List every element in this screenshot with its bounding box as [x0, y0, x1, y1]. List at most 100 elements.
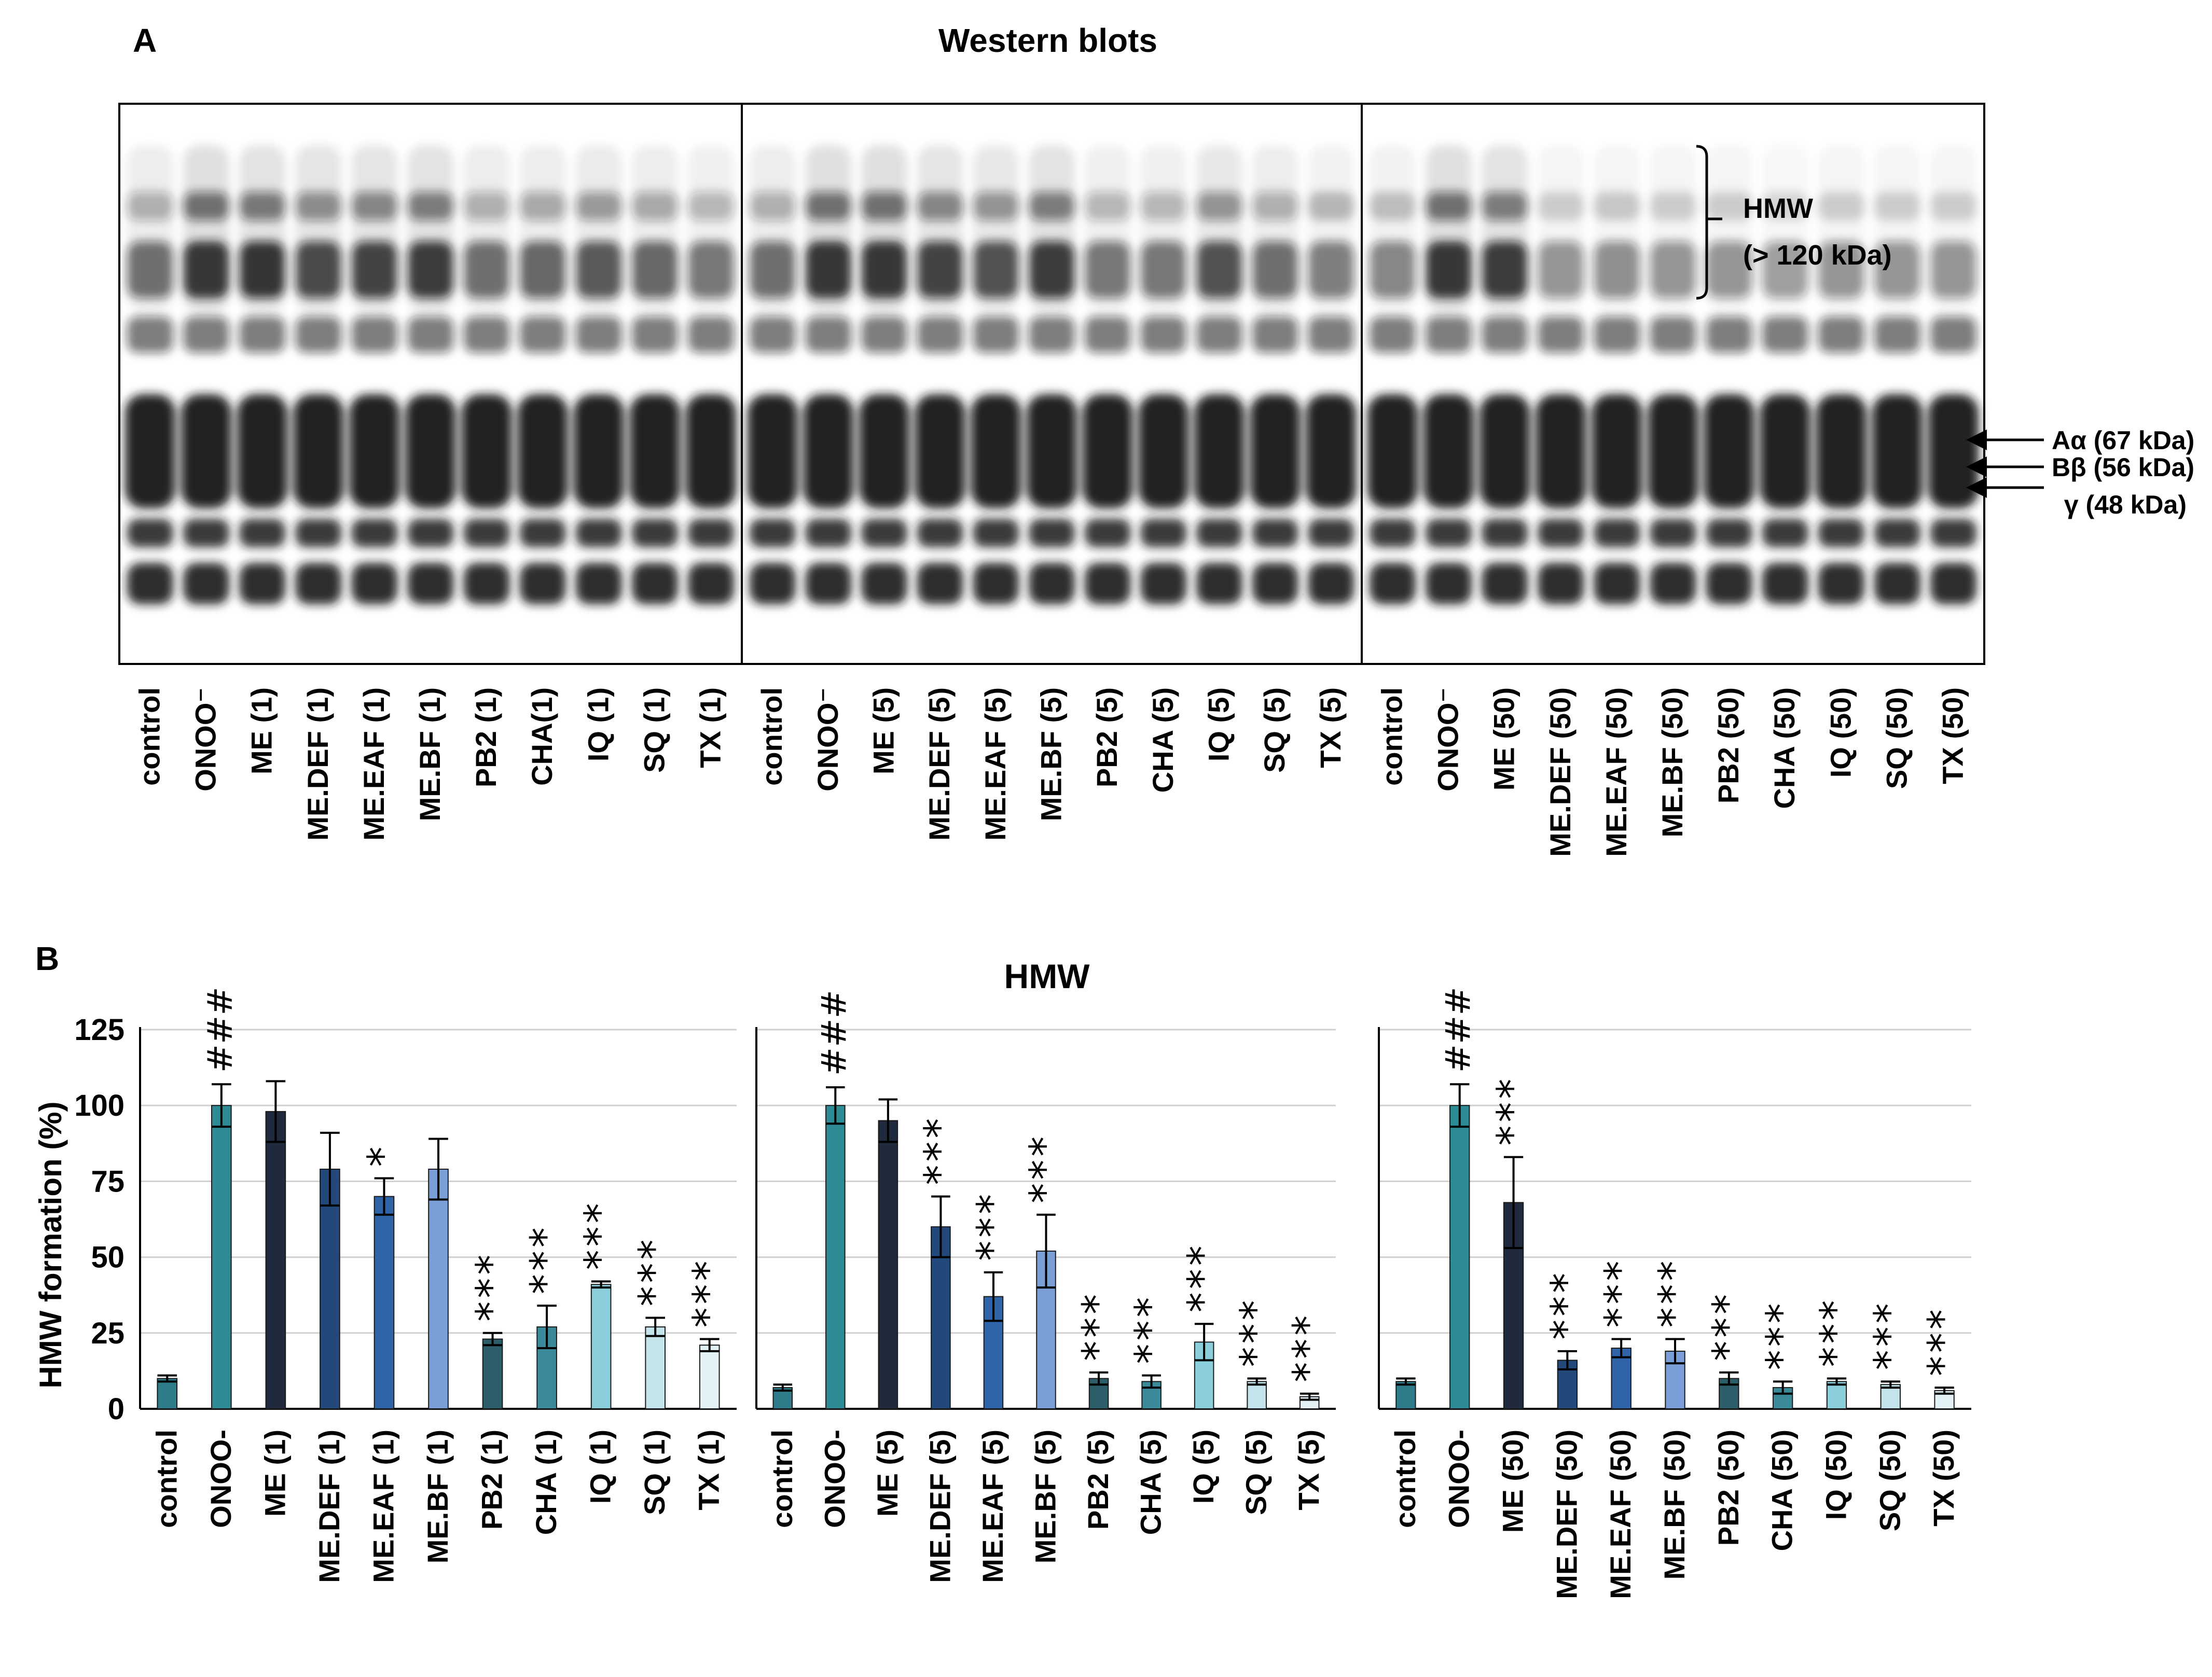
- blot-lane-label: TX (5): [1314, 687, 1347, 768]
- blot-band-gamma: [463, 563, 510, 604]
- blot-band-gamma: [973, 563, 1019, 604]
- significance-annotation: ***: [1597, 1257, 1643, 1327]
- blot-band-beta: [861, 519, 907, 547]
- significance-annotation: ***: [1074, 1291, 1121, 1361]
- x-tick-label: PB2 (5): [1082, 1430, 1114, 1530]
- blot-band-hmw: [239, 241, 285, 298]
- significance-annotation: ***: [1651, 1257, 1697, 1327]
- blot-band-alpha: [803, 394, 854, 508]
- blot-band-mid: [750, 316, 796, 353]
- blot-lane-label: ME.EAF (50): [1600, 687, 1633, 857]
- blot-band-mid: [463, 316, 510, 353]
- significance-annotation: ***: [1180, 1242, 1226, 1312]
- blot-band-gamma: [1762, 563, 1808, 604]
- hmw-chart-3: control ### ONOO- *** ME (50) *** ME.DEF (50) *…: [1378, 987, 1971, 1599]
- blot-band-hmw: [1370, 241, 1416, 298]
- blot-band-hmw-upper: [295, 192, 342, 220]
- blot-band-hmw-upper: [973, 192, 1019, 220]
- gamma-band-label: γ (48 kDa): [2064, 490, 2187, 519]
- blot-lane-label: control: [1375, 687, 1408, 786]
- x-tick-label: SQ (1): [638, 1430, 671, 1515]
- blot-lane-label: PB2 (5): [1090, 687, 1123, 787]
- blot-band-mid: [1482, 316, 1528, 353]
- blot-band-beta: [1818, 519, 1864, 547]
- blot-band-hmw: [1140, 241, 1186, 298]
- blot-band-gamma: [1482, 563, 1528, 604]
- x-tick-label: CHA (5): [1135, 1430, 1167, 1535]
- blot-band-beta: [407, 519, 454, 547]
- blot-bands-2: [748, 145, 1356, 604]
- blot-band-alpha: [517, 394, 568, 508]
- blot-band-hmw-upper: [1085, 192, 1131, 220]
- significance-annotation: ***: [1705, 1291, 1751, 1361]
- blot-lane-label: IQ (50): [1824, 687, 1857, 778]
- significance-annotation: ***: [1759, 1300, 1805, 1370]
- blot-band-beta: [688, 519, 734, 547]
- blot-lane-labels: control ONOO⁻ ME (1) ME.DEF (1) ME.EAF (1) ME…: [133, 687, 1969, 857]
- x-tick-label: IQ (5): [1187, 1430, 1220, 1504]
- blot-bands-3: [1367, 145, 1979, 604]
- y-tick-label: 25: [91, 1316, 125, 1350]
- blot-band-alpha: [1083, 394, 1133, 508]
- blot-lane-label: ME (5): [867, 687, 900, 774]
- blot-band-beta: [1308, 519, 1354, 547]
- blot-lane-label: IQ (1): [582, 687, 614, 761]
- blot-band-mid: [917, 316, 963, 353]
- blot-band-alpha: [686, 394, 736, 508]
- blot-band-beta: [183, 519, 229, 547]
- blot-band-beta: [750, 519, 796, 547]
- blot-band-mid: [407, 316, 454, 353]
- blot-band-gamma: [1085, 563, 1131, 604]
- blot-band-hmw: [1594, 241, 1640, 298]
- panel-b-title: HMW: [1004, 957, 1090, 995]
- x-tick-label: control: [766, 1430, 798, 1528]
- x-tick-label: CHA (1): [530, 1430, 562, 1535]
- blot-band-hmw: [1818, 241, 1864, 298]
- blot-band-gamma: [1930, 563, 1976, 604]
- panel-b-label: B: [35, 940, 59, 977]
- blot-band-hmw: [1650, 241, 1696, 298]
- blot-band-beta: [1370, 519, 1416, 547]
- blot-band-alpha: [630, 394, 680, 508]
- blot-band-alpha: [405, 394, 456, 508]
- x-tick-label: ONOO-: [818, 1430, 851, 1528]
- hmw-range-label: (> 120 kDa): [1743, 240, 1892, 271]
- blot-lane-label: ME.DEF (1): [301, 687, 334, 841]
- blot-lane-label: CHA (5): [1146, 687, 1179, 793]
- blot-band-mid: [519, 316, 566, 353]
- blot-band-hmw: [463, 241, 510, 298]
- blot-band-mid: [1818, 316, 1864, 353]
- significance-annotation: ###: [200, 987, 240, 1073]
- y-tick-label: 75: [91, 1165, 125, 1198]
- blot-band-mid: [1930, 316, 1976, 353]
- blot-band-beta: [805, 519, 852, 547]
- x-tick-label: TX (5): [1292, 1430, 1325, 1510]
- hmw-chart-1: 0 25 50 75 100 125 control ### ONOO- ME (1) ME.DEF…: [74, 987, 737, 1583]
- blot-band-hmw: [688, 241, 734, 298]
- blot-band-hmw-upper: [127, 192, 173, 220]
- blot-band-mid: [576, 316, 622, 353]
- blot-lane-label: CHA (50): [1768, 687, 1801, 809]
- blot-band-hmw: [1874, 241, 1920, 298]
- blot-band-hmw: [407, 241, 454, 298]
- blot-band-gamma: [1370, 563, 1416, 604]
- blot-band-hmw-upper: [917, 192, 963, 220]
- blot-band-gamma: [1538, 563, 1584, 604]
- blot-band-mid: [1029, 316, 1075, 353]
- blot-bands-1: [125, 145, 736, 604]
- blot-band-beta: [463, 519, 510, 547]
- blot-lane-label: CHA(1): [526, 687, 558, 786]
- x-tick-label: CHA (50): [1766, 1430, 1799, 1551]
- x-tick-label: ME.EAF (5): [976, 1430, 1009, 1583]
- blot-band-hmw-upper: [1650, 192, 1696, 220]
- x-tick-label: TX (50): [1927, 1430, 1960, 1527]
- blot-band-gamma: [1594, 563, 1640, 604]
- blot-band-mid: [1762, 316, 1808, 353]
- blot-lane-label: ME (50): [1488, 687, 1520, 791]
- blot-band-gamma: [1196, 563, 1242, 604]
- blot-band-mid: [239, 316, 285, 353]
- significance-annotation: *: [360, 1144, 406, 1167]
- blot-band-gamma: [1308, 563, 1354, 604]
- blot-band-alpha: [293, 394, 344, 508]
- blot-band-gamma: [1252, 563, 1298, 604]
